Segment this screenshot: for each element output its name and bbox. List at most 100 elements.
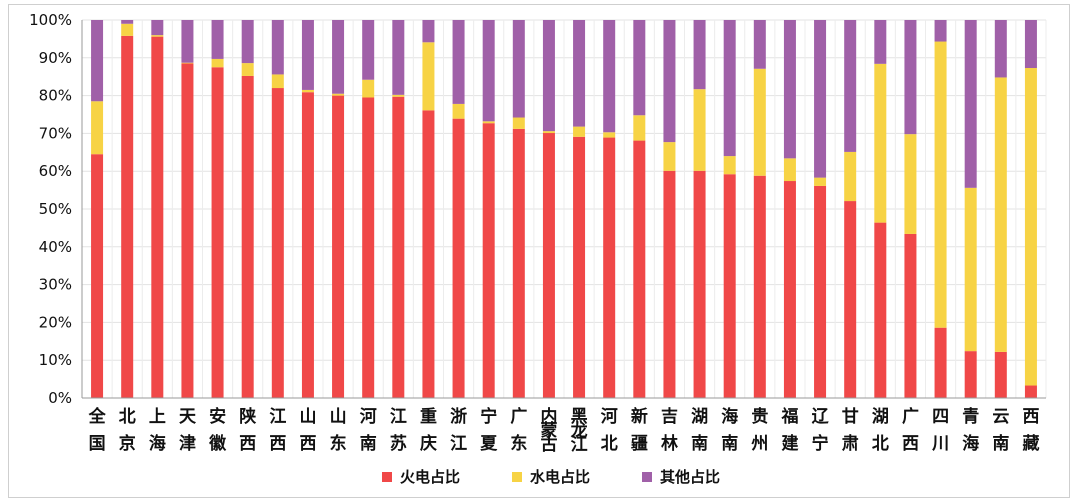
legend-label: 其他占比 — [660, 468, 720, 486]
bar-segment-thermal — [904, 233, 917, 398]
bar-segment-other — [392, 20, 405, 95]
bar-segment-hydro — [512, 117, 525, 129]
bar-segment-other — [271, 20, 284, 75]
x-tick-label: 广西 — [902, 406, 919, 454]
bar-segment-other — [121, 20, 134, 24]
x-tick-label: 重庆 — [420, 406, 437, 454]
x-axis: 全国北京上海天津安徽陕西江西山西山东河南江苏重庆浙江宁夏广东内蒙古黑龙江河北新疆… — [82, 397, 1046, 455]
x-tick-label: 黑龙江 — [570, 407, 588, 455]
x-tick-label: 全国 — [88, 406, 107, 454]
bar-segment-hydro — [271, 74, 284, 89]
y-tick-label: 50% — [39, 200, 72, 218]
bar-segment-thermal — [301, 92, 314, 398]
bar-segment-thermal — [241, 75, 254, 398]
bar-segment-hydro — [753, 68, 766, 176]
legend-swatch — [642, 472, 652, 482]
bar-segment-hydro — [1024, 68, 1037, 386]
legend-label: 火电占比 — [400, 468, 460, 486]
bar-segment-other — [482, 20, 495, 122]
x-tick-label: 宁夏 — [480, 406, 498, 454]
bar-segment-hydro — [783, 158, 796, 182]
bar-segment-hydro — [452, 103, 465, 119]
bar-segment-other — [151, 20, 164, 36]
bar-segment-hydro — [121, 23, 134, 36]
x-tick-label: 浙江 — [450, 406, 467, 454]
x-tick-label: 湖北 — [872, 407, 889, 454]
bar-segment-other — [964, 20, 977, 188]
bar-segment-thermal — [603, 137, 616, 399]
x-tick-label: 青海 — [962, 406, 979, 454]
bar-segment-hydro — [844, 151, 857, 202]
x-tick-label: 河北 — [601, 407, 618, 454]
x-tick-label: 云南 — [992, 407, 1009, 454]
bar-segment-other — [603, 20, 616, 133]
bar-segment-thermal — [121, 35, 134, 398]
bar-segment-thermal — [633, 140, 646, 398]
y-tick-label: 90% — [39, 49, 72, 67]
x-tick-label: 广东 — [510, 406, 527, 454]
x-tick-label: 河南 — [360, 407, 377, 454]
bar-segment-thermal — [512, 128, 525, 398]
bar-segment-hydro — [241, 63, 254, 76]
bar-segment-other — [362, 20, 375, 80]
x-tick-label: 新疆 — [631, 406, 648, 454]
y-tick-label: 100% — [29, 11, 72, 29]
bar-segment-thermal — [271, 88, 284, 398]
x-tick-label: 陕西 — [239, 406, 256, 454]
bar-segment-other — [181, 20, 194, 63]
bar-segment-other — [332, 20, 345, 94]
bar-segment-other — [452, 20, 465, 104]
bar-segment-other — [723, 20, 736, 157]
bar-segment-other — [1024, 20, 1037, 69]
bar-segment-thermal — [1024, 385, 1037, 398]
bar-segment-thermal — [573, 136, 586, 398]
bar-segment-hydro — [633, 115, 646, 141]
x-tick-label: 海南 — [721, 406, 738, 454]
x-tick-label: 山东 — [330, 407, 347, 454]
x-tick-label: 辽宁 — [812, 407, 830, 454]
bar-segment-hydro — [904, 134, 917, 234]
y-tick-label: 30% — [39, 276, 72, 294]
bar-segment-thermal — [844, 201, 857, 398]
y-tick-label: 80% — [39, 87, 72, 105]
bar-segment-other — [301, 20, 314, 90]
bar-segment-thermal — [693, 170, 706, 398]
x-tick-label: 江西 — [269, 407, 286, 454]
bar-segment-other — [844, 20, 857, 152]
bar-segment-thermal — [994, 351, 1007, 398]
bar-segment-hydro — [332, 93, 345, 96]
y-tick-label: 10% — [39, 351, 72, 369]
bar-segment-thermal — [151, 36, 164, 399]
bar-segment-thermal — [814, 185, 827, 398]
bar-segment-other — [422, 20, 435, 43]
bar-segment-thermal — [663, 170, 676, 398]
x-tick-label: 四川 — [931, 407, 949, 454]
bar-segment-other — [573, 20, 586, 127]
y-tick-label: 60% — [39, 162, 72, 180]
gridlines — [81, 19, 1047, 399]
x-tick-label: 上海 — [149, 407, 166, 454]
bar-segment-other — [693, 20, 706, 90]
bar-segment-thermal — [422, 110, 435, 398]
bar-segment-thermal — [964, 351, 977, 398]
bar-segment-hydro — [603, 132, 616, 138]
x-tick-label: 北京 — [119, 407, 136, 454]
y-axis: 0% 10% 20% 30% 40% 50% 60% 70% 80% 90% 100% — [29, 11, 83, 407]
bar-segment-thermal — [452, 118, 465, 399]
x-tick-label: 湖南 — [691, 407, 708, 454]
bar-segment-thermal — [211, 67, 224, 398]
bar-segment-other — [904, 20, 917, 135]
bar-segment-hydro — [542, 131, 555, 134]
bar-segment-hydro — [723, 156, 736, 175]
bar-segment-other — [994, 20, 1007, 78]
bar-segment-hydro — [573, 126, 586, 137]
bar-segment-hydro — [934, 41, 947, 328]
bar-segment-thermal — [91, 154, 104, 398]
bar-segment-other — [874, 20, 887, 64]
bar-segment-other — [783, 20, 796, 159]
legend: 火电占比 水电占比 其他占比 — [382, 468, 720, 486]
bar-segment-other — [211, 20, 224, 59]
bar-segment-thermal — [181, 63, 194, 398]
y-tick-label: 20% — [39, 313, 72, 331]
y-tick-label: 40% — [39, 238, 72, 256]
